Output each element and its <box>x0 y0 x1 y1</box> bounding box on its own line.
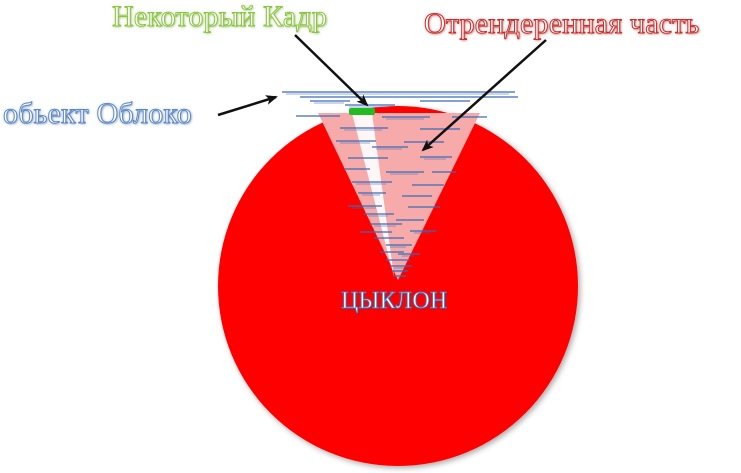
cyclone-disc <box>218 106 578 466</box>
rendered-cone <box>318 113 480 280</box>
cyclone-label: ЦЫКЛОН <box>341 288 448 314</box>
rendered-part-label: Отрендеренная часть <box>423 7 700 40</box>
arrow-cloud <box>217 95 278 117</box>
cloud-object <box>282 91 518 279</box>
frame-label: Некоторый Кадр <box>111 0 328 33</box>
cloud-object-label: обьект Облоко <box>3 97 193 130</box>
frame-mark <box>349 108 375 115</box>
arrow-frame <box>294 34 369 107</box>
arrow-rendered <box>421 39 547 152</box>
